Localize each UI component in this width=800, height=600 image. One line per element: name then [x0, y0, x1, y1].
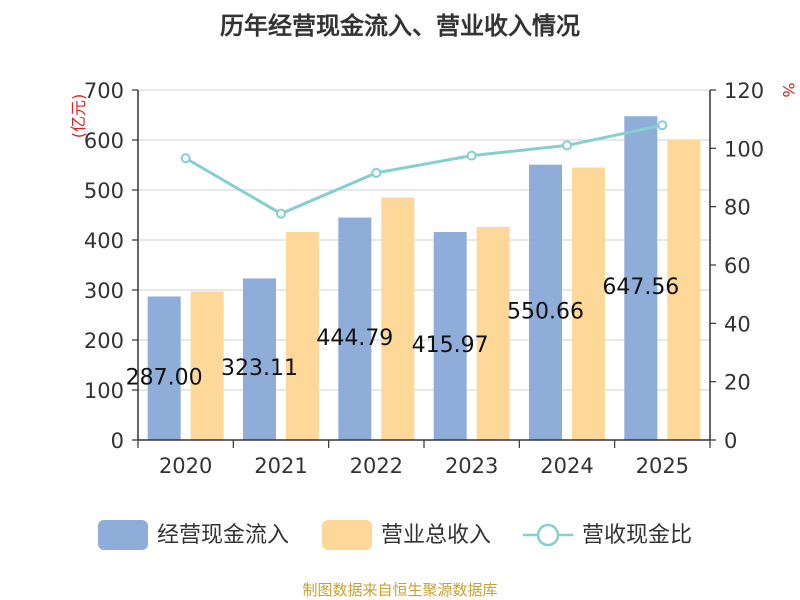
- y-right-tick-label: 60: [724, 254, 751, 278]
- ratio-point: [180, 153, 191, 164]
- y-left-tick-label: 300: [84, 279, 124, 303]
- bar-cash-inflow: [529, 164, 562, 441]
- source-note: 制图数据来自恒生聚源数据库: [302, 581, 497, 599]
- y-right-tick-label: 40: [724, 312, 751, 336]
- y-right-tick-label: 0: [724, 429, 737, 453]
- ratio-polyline: [184, 123, 663, 216]
- data-label-cash-inflow: 323.11: [221, 356, 298, 381]
- chart-title: 历年经营现金流入、营业收入情况: [220, 12, 580, 40]
- ratio-point: [466, 150, 477, 161]
- y-right-tick-label: 80: [724, 196, 751, 220]
- legend-swatch-revenue: [322, 520, 372, 550]
- bar-revenue: [190, 291, 224, 440]
- bar-revenue: [572, 167, 605, 440]
- bar-cash-inflow: [147, 296, 181, 440]
- y-right-tick-label: 20: [724, 371, 751, 395]
- data-label-cash-inflow: 415.97: [412, 333, 489, 358]
- legend: 经营现金流入 营业总收入 营收现金比: [98, 520, 692, 550]
- data-label-cash-inflow: 550.66: [507, 299, 584, 324]
- y-left-tick-label: 700: [84, 79, 124, 103]
- legend-swatch-cash-inflow: [98, 520, 148, 550]
- ratio-point: [562, 140, 572, 151]
- y-left-unit: (亿元): [69, 94, 88, 139]
- y-right-unit: %: [779, 82, 798, 97]
- data-label-cash-inflow: 647.56: [602, 275, 679, 300]
- legend-marker-ratio: [536, 523, 560, 547]
- bars: [147, 116, 701, 441]
- x-tick-label: 2021: [254, 454, 307, 478]
- x-tick-label: 2020: [159, 454, 212, 478]
- bar-cash-inflow: [243, 278, 276, 440]
- ratio-point: [371, 167, 382, 178]
- x-tick-label: 2024: [540, 454, 593, 478]
- bar-revenue: [381, 197, 415, 440]
- bar-cash-inflow: [433, 232, 467, 440]
- legend-label-cash-inflow: 经营现金流入: [157, 523, 289, 548]
- data-label-cash-inflow: 444.79: [316, 326, 393, 351]
- y-left-tick-label: 200: [84, 329, 124, 353]
- y-left-tick-label: 0: [111, 429, 124, 453]
- legend-label-revenue: 营业总收入: [381, 523, 491, 548]
- data-labels: 287.00 323.11 444.79 415.97 550.66 647.56: [126, 275, 680, 390]
- ratio-point: [657, 120, 668, 131]
- bar-revenue: [476, 227, 510, 440]
- y-right-tick-label: 100: [724, 137, 764, 161]
- bar-revenue: [667, 140, 701, 440]
- y-left-tick-label: 400: [84, 229, 124, 253]
- x-tick-label: 2022: [350, 454, 403, 478]
- ratio-point: [276, 208, 286, 219]
- y-right-tick-label: 120: [724, 79, 764, 103]
- bar-cash-inflow: [338, 217, 372, 440]
- bar-cash-inflow: [624, 116, 658, 440]
- y-left-tick-label: 100: [84, 379, 124, 403]
- bar-revenue: [286, 232, 319, 440]
- x-tick-label: 2023: [445, 454, 498, 478]
- data-label-cash-inflow: 287.00: [126, 365, 203, 390]
- y-left-tick-label: 600: [84, 129, 124, 153]
- x-tick-label: 2025: [636, 454, 689, 478]
- legend-label-ratio: 营收现金比: [582, 523, 692, 548]
- y-left-tick-label: 500: [84, 179, 124, 203]
- ratio-line: [180, 120, 668, 219]
- grid-lines: [138, 89, 710, 441]
- axes: 0 100 200 300 400 500 600 700 0 20 40 60 80 100 120 202…: [84, 79, 764, 478]
